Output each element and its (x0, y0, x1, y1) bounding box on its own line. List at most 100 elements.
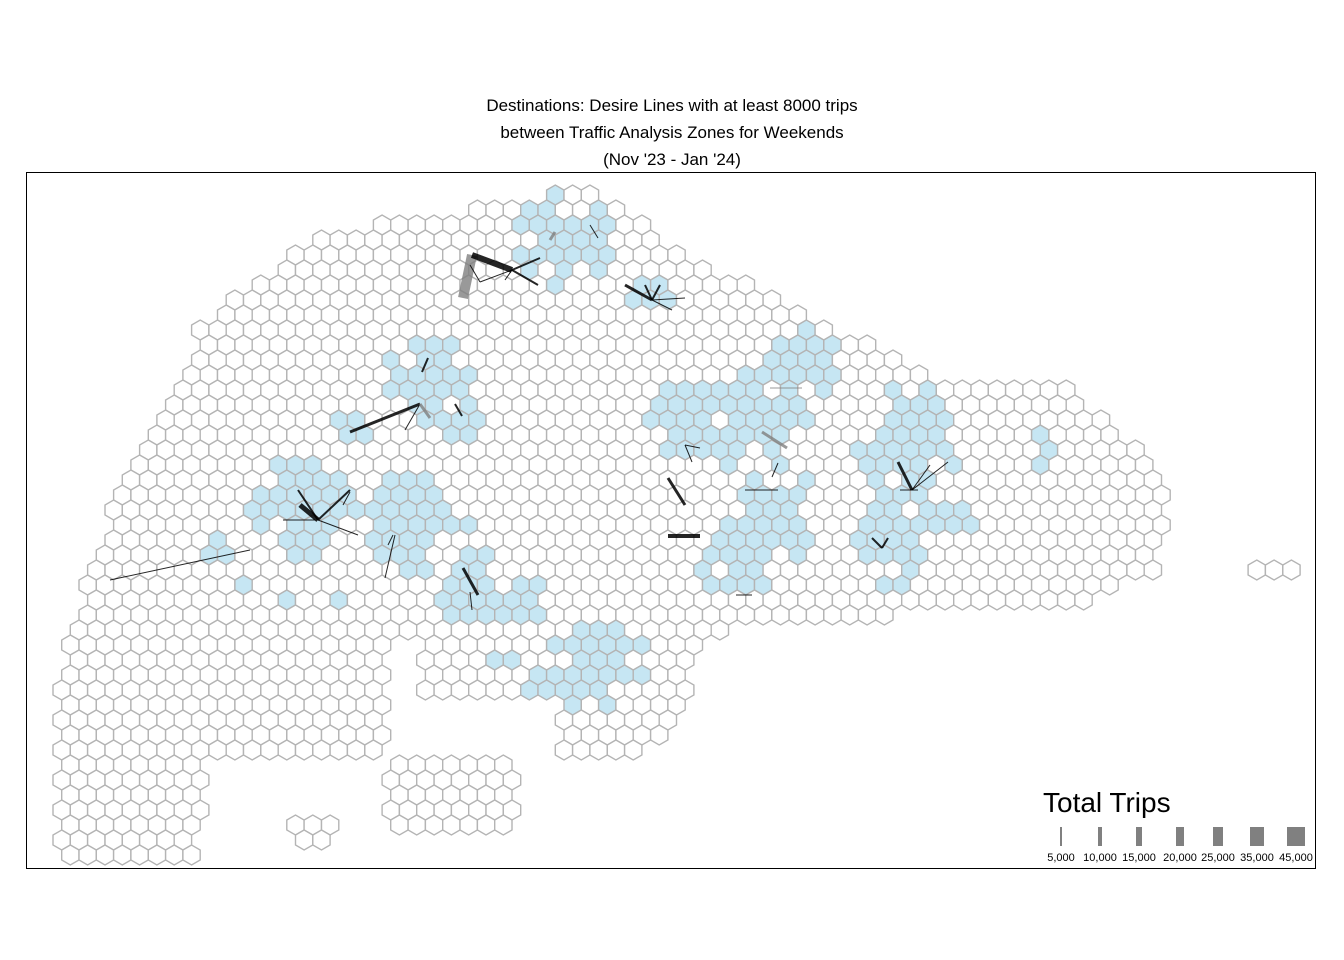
zone-hex (277, 739, 297, 761)
zone-hex (494, 814, 513, 836)
desire-line (418, 403, 432, 419)
zone-hex (823, 604, 842, 626)
desire-line (384, 534, 396, 579)
desire-line (404, 403, 421, 431)
zone-hex (468, 679, 487, 701)
zone-hex (398, 619, 418, 641)
desire-line (469, 264, 481, 283)
zone-hex (840, 604, 860, 626)
zone-hex (649, 724, 669, 746)
zone-hex (1056, 589, 1076, 611)
desire-line (504, 269, 513, 281)
zone-hex (935, 589, 955, 611)
zone-hex (433, 679, 453, 701)
zone-hex (1022, 589, 1042, 611)
legend-line-symbol (1213, 827, 1223, 846)
zone-hex (147, 844, 167, 866)
zone-hex (182, 844, 201, 866)
zone-hex (459, 814, 479, 836)
hexagon-grid (52, 184, 1301, 866)
zone-hex (788, 604, 808, 626)
legend-line-symbol (1176, 827, 1184, 846)
zone-hex (329, 739, 349, 761)
desire-line (297, 489, 319, 521)
legend-label: 25,000 (1201, 852, 1235, 864)
zone-hex (710, 619, 730, 641)
legend-line-symbol (1098, 827, 1102, 846)
desire-line (761, 430, 788, 450)
zone-hex (242, 739, 262, 761)
zone-hex (312, 739, 331, 761)
desire-line (644, 284, 653, 301)
destination-zone-hex (520, 679, 539, 701)
desire-line (651, 284, 661, 301)
zone-hex (1074, 589, 1093, 611)
desire-line (651, 297, 686, 301)
legend-label: 15,000 (1122, 852, 1156, 864)
zone-hex (502, 679, 522, 701)
zone-hex (476, 814, 496, 836)
zone-hex (424, 814, 444, 836)
desire-line (387, 534, 394, 546)
zone-hex (346, 739, 366, 761)
legend-title: Total Trips (1043, 787, 1171, 818)
zone-hex (918, 589, 937, 611)
zone-hex (294, 829, 314, 851)
destination-zone-hex (537, 679, 556, 701)
zone-hex (1264, 559, 1284, 581)
desire-line (589, 224, 599, 239)
desire-line (109, 549, 251, 581)
desire-line (624, 283, 653, 302)
desire-line (454, 403, 463, 417)
zone-hex (736, 604, 756, 626)
zone-hex (805, 604, 825, 626)
desire-line (349, 402, 421, 434)
desire-line (881, 537, 889, 549)
zone-hex (623, 739, 643, 761)
zone-hex (416, 679, 435, 701)
desire-line (469, 591, 473, 611)
zone-hex (1282, 559, 1301, 581)
zone-hex (225, 739, 245, 761)
title-line-2: between Traffic Analysis Zones for Weeke… (500, 123, 844, 142)
legend-line-symbol (1060, 827, 1062, 846)
zone-hex (485, 679, 504, 701)
zone-hex (112, 844, 132, 866)
zone-hex (294, 739, 314, 761)
zone-hex (571, 739, 591, 761)
desire-line (421, 357, 429, 373)
zone-hex (589, 739, 608, 761)
desire-line (317, 489, 351, 521)
zone-hex (1039, 589, 1059, 611)
desire-line (651, 299, 673, 311)
zone-hex (442, 814, 461, 836)
zone-hex (1247, 559, 1267, 581)
legend-label: 45,000 (1279, 852, 1313, 864)
desire-line (470, 252, 514, 273)
legend-label: 10,000 (1083, 852, 1117, 864)
zone-hex (901, 589, 920, 611)
zone-hex (1004, 589, 1024, 611)
desire-line (771, 462, 779, 478)
zone-hex (970, 589, 989, 611)
legend-label: 20,000 (1163, 852, 1197, 864)
desire-line (479, 269, 513, 283)
legend-label: 5,000 (1047, 852, 1075, 864)
zone-hex (875, 604, 894, 626)
desire-line (871, 537, 883, 549)
desire-line (298, 503, 320, 522)
desire-line (461, 567, 480, 596)
legend-line-symbol (1136, 827, 1142, 846)
zone-hex (364, 739, 383, 761)
desire-line (511, 269, 539, 286)
zone-hex (208, 739, 227, 761)
zone-hex (953, 589, 972, 611)
desire-line (342, 491, 351, 506)
map-frame (26, 172, 1316, 869)
zone-hex (450, 679, 470, 701)
desire-line (548, 231, 557, 241)
zone-hex (771, 604, 790, 626)
legend-label: 35,000 (1240, 852, 1274, 864)
zone-hex (390, 814, 409, 836)
